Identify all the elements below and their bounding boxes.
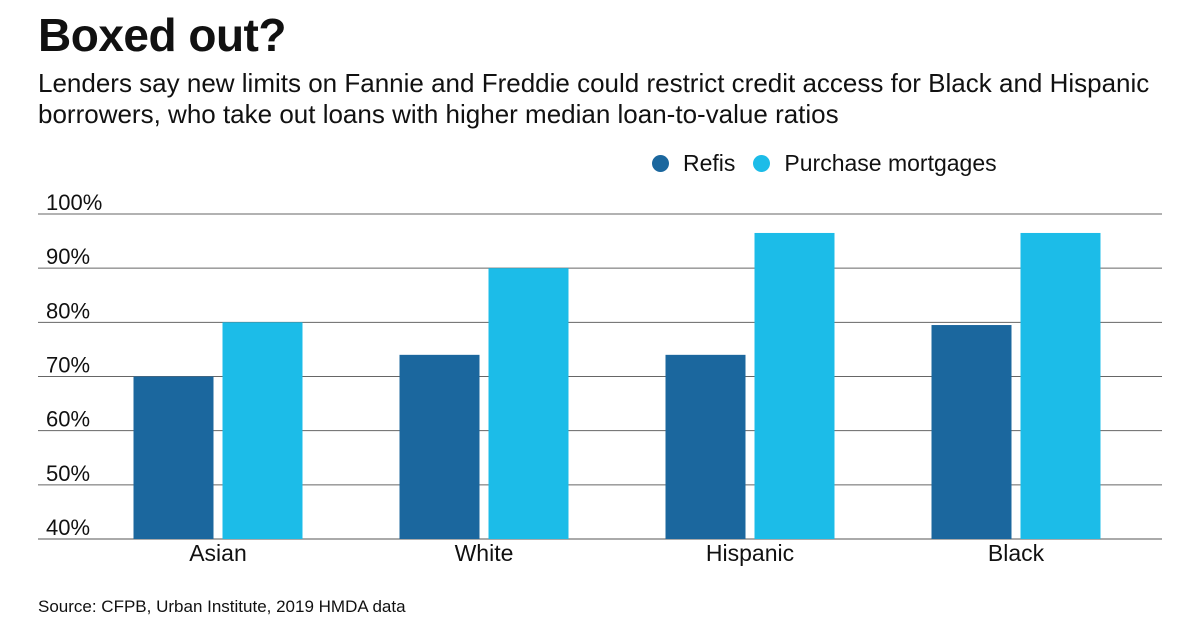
- y-tick-label: 70%: [46, 353, 90, 378]
- bar-purchase-mortgages-black: [1020, 232, 1101, 540]
- chart-subtitle: Lenders say new limits on Fannie and Fre…: [38, 68, 1150, 129]
- bar-refis-black: [931, 325, 1012, 539]
- legend-label-purchase: Purchase mortgages: [784, 150, 997, 176]
- bar-purchase-mortgages-white: [488, 268, 569, 539]
- bar-refis-hispanic: [665, 354, 746, 539]
- bar-purchase-mortgages-hispanic: [754, 232, 835, 540]
- y-tick-label: 100%: [46, 190, 102, 215]
- legend-label-refis: Refis: [683, 150, 736, 176]
- bar-purchase-mortgages-asian: [222, 322, 303, 539]
- y-tick-label: 80%: [46, 298, 90, 323]
- chart-title: Boxed out?: [38, 9, 286, 61]
- y-tick-label: 50%: [46, 461, 90, 486]
- y-tick-label: 60%: [46, 407, 90, 432]
- x-tick-label: White: [455, 540, 514, 566]
- bar-refis-white: [399, 354, 480, 539]
- legend-item-purchase: Purchase mortgages: [753, 150, 997, 177]
- source-note: Source: CFPB, Urban Institute, 2019 HMDA…: [38, 597, 406, 616]
- legend-item-refis: Refis: [652, 150, 735, 177]
- legend: Refis Purchase mortgages: [652, 150, 1015, 177]
- x-tick-label: Asian: [189, 540, 247, 566]
- legend-swatch-purchase: [753, 155, 771, 172]
- y-tick-label: 40%: [46, 515, 90, 540]
- legend-swatch-refis: [652, 155, 669, 172]
- bar-refis-asian: [133, 376, 214, 539]
- x-tick-label: Black: [988, 540, 1045, 566]
- x-tick-label: Hispanic: [706, 540, 794, 566]
- y-tick-label: 90%: [46, 244, 90, 269]
